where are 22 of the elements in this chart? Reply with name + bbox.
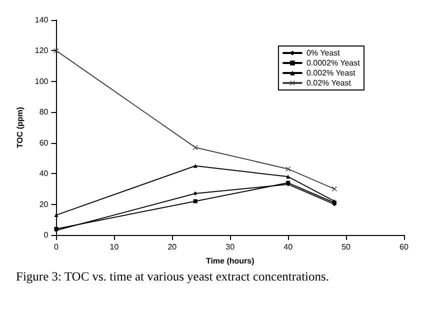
x-tick-label: 50: [342, 242, 352, 252]
caption: Figure 3: TOC vs. time at various yeast extract concentrations.: [16, 270, 330, 284]
x-tick-label: 0: [54, 242, 60, 252]
x-axis-title: Time (hours): [206, 256, 255, 266]
x-tick-label: 10: [110, 242, 120, 252]
y-tick-label: 80: [39, 108, 49, 117]
y-axis-title: TOC (ppm): [16, 106, 24, 148]
y-tick-label: 40: [39, 169, 49, 178]
y-tick-label: 60: [39, 138, 49, 148]
y-tick-label: 0: [44, 230, 49, 240]
legend-label: 0.0002% Yeast: [306, 58, 361, 68]
y-tick-label: 20: [39, 200, 49, 209]
legend-label: 0% Yeast: [306, 48, 341, 58]
x-tick-label: 60: [400, 242, 409, 252]
legend-label: 0.002% Yeast: [306, 68, 356, 78]
legend-label: 0.02% Yeast: [306, 78, 352, 88]
x-tick-label: 20: [168, 242, 178, 252]
x-tick-label: 30: [226, 242, 236, 252]
y-tick-label: 120: [34, 46, 49, 56]
x-tick-label: 40: [284, 242, 294, 252]
y-tick-label: 100: [34, 76, 49, 86]
y-tick-label: 140: [34, 16, 49, 24]
